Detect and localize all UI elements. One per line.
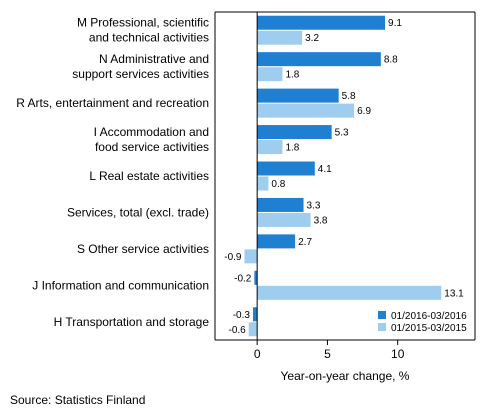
- category-label-1-line-1: M Professional, scientific: [77, 16, 209, 30]
- bar-series-2-cat-9: [248, 322, 258, 337]
- bar-series-1-cat-3: [257, 88, 339, 103]
- value-label-series-1-cat-4: 5.3: [335, 128, 349, 139]
- x-tick-label-2: 5: [324, 347, 331, 361]
- category-label-7-line-1: S Other service activities: [77, 242, 209, 256]
- value-label-series-1-cat-3: 5.8: [342, 91, 356, 102]
- category-label-4-line-2: food service activities: [95, 140, 209, 154]
- bar-series-1-cat-6: [257, 197, 304, 212]
- legend: 01/2016-03/2016 01/2015-03/2015: [378, 311, 467, 334]
- value-label-series-2-cat-7: -0.9: [224, 252, 242, 263]
- bar-series-2-cat-1: [257, 30, 303, 45]
- bar-series-2-cat-4: [257, 140, 283, 155]
- x-axis-title: Year-on-year change, %: [281, 369, 410, 383]
- bar-series-2-cat-7: [244, 249, 258, 264]
- value-label-series-1-cat-6: 3.3: [307, 200, 321, 211]
- bar-series-2-cat-2: [257, 67, 283, 82]
- bar-series-1-cat-1: [257, 15, 386, 30]
- value-label-series-2-cat-6: 3.8: [314, 215, 328, 226]
- value-label-series-1-cat-7: 2.7: [298, 237, 312, 248]
- category-label-3-line-1: R Arts, entertainment and recreation: [16, 96, 209, 110]
- bar-series-2-cat-3: [257, 103, 355, 118]
- bar-series-1-cat-8: [254, 270, 258, 285]
- value-labels-group: 9.1 3.2 8.8 1.8 5.86.9 5.3 1.8 4.1 0.8 3.3 3.82.7 -…: [224, 18, 464, 336]
- legend-swatch-series-2: [378, 323, 386, 331]
- bar-series-2-cat-8: [257, 285, 442, 300]
- category-label-6-line-1: Services, total (excl. trade): [67, 205, 209, 219]
- value-label-series-1-cat-5: 4.1: [318, 164, 332, 175]
- legend-label-series-1: 01/2016-03/2016: [391, 311, 467, 322]
- bar-series-1-cat-9: [252, 307, 258, 322]
- category-label-2-line-1: N Administrative and: [99, 52, 209, 66]
- value-label-series-2-cat-3: 6.9: [357, 106, 371, 117]
- category-label-2-line-2: support services activities: [72, 67, 209, 81]
- x-axis-ticks-group: 0 5 10: [254, 340, 405, 361]
- bar-series-2-cat-6: [257, 212, 311, 227]
- legend-label-series-2: 01/2015-03/2015: [391, 323, 467, 334]
- source-note: Source: Statistics Finland: [10, 393, 145, 407]
- value-label-series-2-cat-2: 1.8: [285, 70, 299, 81]
- bar-series-1-cat-7: [257, 234, 296, 249]
- category-label-1-line-2: and technical activities: [89, 31, 209, 45]
- value-label-series-1-cat-9: -0.3: [233, 310, 251, 321]
- bar-series-1-cat-4: [257, 125, 332, 140]
- value-label-series-2-cat-8: 13.1: [444, 288, 464, 299]
- value-label-series-1-cat-8: -0.2: [234, 273, 252, 284]
- value-label-series-2-cat-9: -0.6: [228, 325, 246, 336]
- value-label-series-2-cat-1: 3.2: [305, 33, 319, 44]
- bar-series-2-cat-5: [257, 176, 269, 191]
- category-label-8-line-1: J Information and communication: [32, 278, 209, 292]
- value-label-series-2-cat-5: 0.8: [271, 179, 285, 190]
- value-label-series-1-cat-1: 9.1: [388, 18, 402, 29]
- value-label-series-2-cat-4: 1.8: [285, 143, 299, 154]
- value-label-series-1-cat-2: 8.8: [384, 55, 398, 66]
- x-tick-label-1: 0: [254, 347, 261, 361]
- category-label-5-line-1: L Real estate activities: [89, 169, 209, 183]
- category-label-4-line-1: I Accommodation and: [94, 125, 209, 139]
- x-tick-label-3: 10: [391, 347, 405, 361]
- bars-group: [244, 15, 442, 337]
- bar-series-1-cat-5: [257, 161, 315, 176]
- category-label-9-line-1: H Transportation and storage: [54, 315, 210, 329]
- plot-frame: [214, 11, 476, 341]
- bar-series-1-cat-2: [257, 52, 381, 67]
- legend-swatch-series-1: [378, 311, 386, 319]
